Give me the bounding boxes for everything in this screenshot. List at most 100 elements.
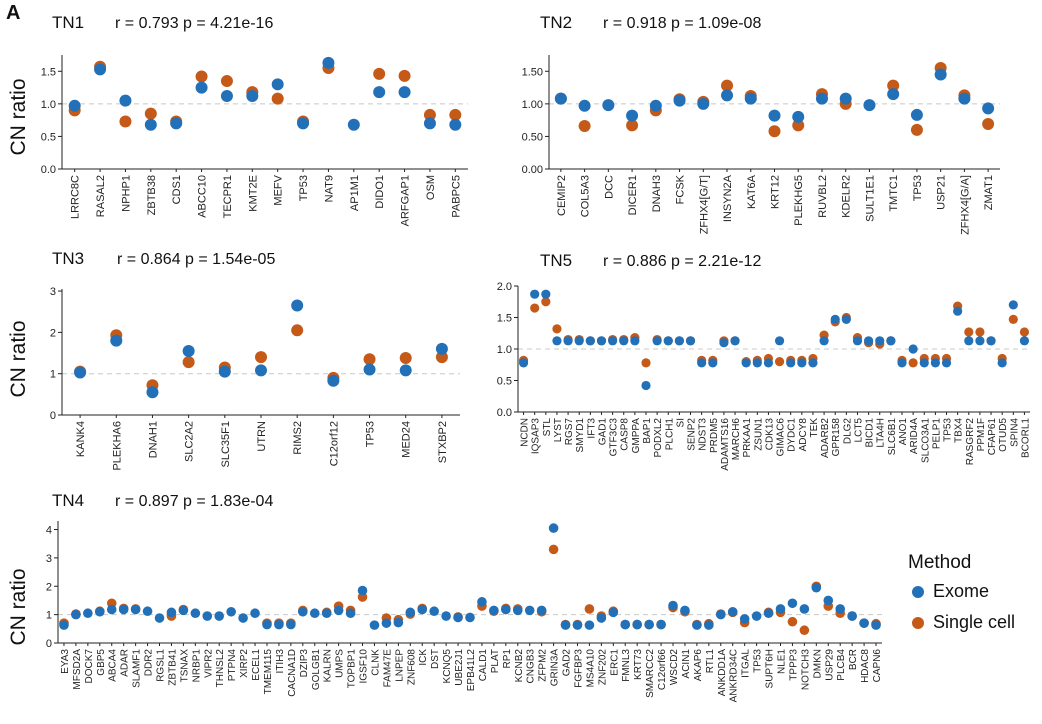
point-exome [808, 358, 818, 368]
point-exome [110, 334, 123, 347]
x-tick-label: MEFV [273, 174, 285, 205]
x-tick-label: PPM1F [976, 418, 987, 451]
point-exome [274, 619, 284, 630]
point-exome [393, 617, 404, 628]
x-tick-label: LNPEP [394, 649, 405, 682]
point-exome [327, 374, 340, 387]
point-exome [226, 606, 236, 617]
x-tick-label: VIPR2 [203, 649, 214, 678]
point-exome [130, 604, 141, 615]
point-exome [118, 604, 129, 615]
x-tick-label: BCORL1 [1020, 418, 1031, 458]
x-tick-label: TMEM115 [263, 649, 274, 695]
chart-tn4: TN4 r = 0.897 p = 1.83e-04 CN ratio 0 1 2 3 4 EY… [7, 491, 883, 702]
y-tick-label: 4 [46, 525, 52, 537]
point-exome [751, 611, 762, 621]
x-tick-label: XIRP2 [239, 649, 250, 678]
x-tick-label: DDR2 [144, 649, 155, 677]
x-tick-label: CALD1 [478, 649, 489, 682]
point-exome [792, 110, 805, 123]
x-tick-label: SENP2 [687, 418, 698, 451]
point-exome [673, 94, 686, 107]
point-exome [530, 289, 540, 299]
point-exome [322, 56, 335, 69]
point-exome [333, 605, 344, 616]
point-single-cell [220, 75, 233, 88]
point-exome [941, 358, 952, 368]
point-exome [656, 619, 666, 630]
chart-title: TN1 [52, 13, 84, 32]
x-tick-label: SLAMF1 [132, 649, 143, 688]
point-exome [721, 89, 734, 102]
point-exome [596, 613, 607, 623]
x-tick-label: NRBP1 [191, 649, 202, 683]
x-tick-label: OSM [425, 175, 437, 200]
x-tick-label: KRT73 [633, 649, 644, 680]
x-tick-label: ANKRD34C [729, 649, 740, 702]
y-axis-label: CN ratio [7, 78, 30, 155]
point-exome [563, 336, 573, 346]
y-tick-label: 1.5 [497, 313, 512, 325]
x-tick-label: MARCH6 [731, 418, 742, 461]
point-exome [291, 299, 304, 312]
x-tick-label: PLCH1 [664, 418, 675, 451]
point-exome [554, 92, 567, 105]
point-exome [752, 358, 762, 368]
x-tick-label: GIMAC6 [776, 418, 787, 457]
x-tick-label: NPHP1 [120, 175, 132, 212]
point-exome [715, 609, 726, 620]
point-exome [578, 99, 591, 112]
point-exome [449, 118, 462, 131]
x-tick-label: KCNQ5 [442, 649, 453, 684]
point-exome [417, 604, 428, 615]
y-axis-label: CN ratio [7, 320, 30, 397]
point-exome [919, 358, 929, 368]
point-single-cell [423, 108, 436, 121]
point-single-cell [144, 107, 157, 120]
point-exome [238, 613, 248, 623]
point-exome [897, 358, 907, 368]
point-single-cell [792, 119, 805, 132]
point-exome [489, 605, 499, 616]
point-exome [202, 611, 213, 621]
point-exome [630, 336, 640, 346]
x-tick-label: BCR [848, 649, 859, 670]
point-exome [719, 338, 729, 348]
x-tick-label: KMT2E [247, 175, 259, 212]
x-tick-label: RUVBL2 [817, 175, 829, 218]
y-tick-label: 3 [46, 553, 52, 565]
x-tick-label: DZIP3 [299, 649, 310, 678]
point-exome [373, 86, 386, 99]
point-exome [572, 620, 583, 630]
point-exome [704, 620, 714, 630]
x-tick-label: CAPN6 [872, 649, 883, 683]
x-tick-label: RTL1 [705, 649, 716, 674]
point-single-cell [721, 79, 734, 92]
x-tick-label: TP53 [365, 421, 377, 447]
point-exome [574, 336, 584, 346]
point-exome [68, 99, 81, 112]
x-tick-label: KANK4 [75, 421, 87, 457]
x-tick-label: DNAH3 [651, 175, 663, 212]
x-tick-label: SMYD1 [575, 418, 586, 453]
chart-title: TN3 [52, 249, 84, 268]
point-exome [357, 585, 368, 596]
point-exome [214, 611, 225, 621]
x-tick-label: TP53 [943, 418, 954, 442]
point-exome [975, 336, 985, 346]
point-exome [477, 597, 487, 607]
x-tick-label: NOTCH3 [800, 649, 811, 691]
x-tick-label: BICD1 [865, 418, 876, 448]
point-exome [819, 336, 829, 346]
point-exome [649, 99, 662, 112]
x-tick-label: DLG2 [842, 418, 853, 445]
panel-letter: A [6, 2, 21, 24]
point-exome [363, 363, 376, 376]
x-tick-label: USP21 [936, 175, 948, 210]
point-exome [852, 336, 863, 346]
x-tick-label: TECPR1 [222, 175, 234, 218]
x-tick-label: COL5A3 [580, 175, 592, 217]
x-tick-label: UMPS [335, 649, 346, 678]
point-single-cell [373, 67, 386, 80]
x-tick-label: TOPBP1 [347, 649, 358, 689]
